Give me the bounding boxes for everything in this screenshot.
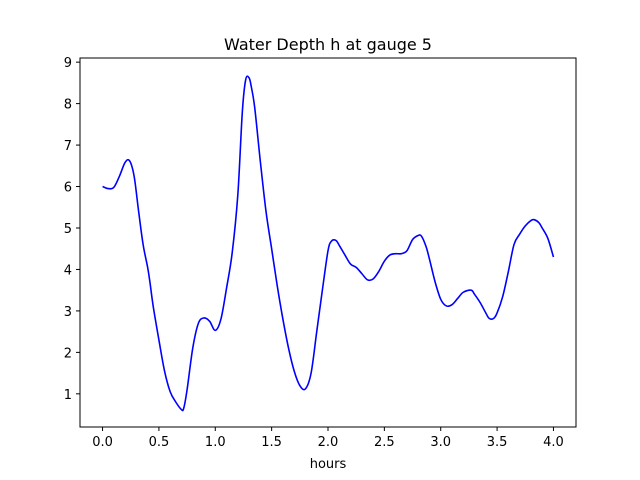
y-tick-label: 4: [64, 263, 72, 278]
x-tick-label: 0.5: [149, 435, 170, 450]
plot-area: [102, 75, 555, 412]
x-tick-label: 2.0: [318, 435, 339, 450]
x-tick-label: 2.5: [374, 435, 395, 450]
x-axis-ticks: 0.0 0.5 1.0 1.5 2.0 2.5 3.0 3.5 4.0: [92, 427, 564, 450]
x-tick-label: 3.5: [487, 435, 508, 450]
y-tick-label: 3: [64, 305, 72, 320]
x-tick-label: 3.0: [430, 435, 451, 450]
x-tick-label: 1.5: [261, 435, 282, 450]
x-tick-label: 1.0: [205, 435, 226, 450]
chart-title: Water Depth h at gauge 5: [224, 35, 432, 54]
y-tick-label: 2: [64, 346, 72, 361]
y-tick-label: 1: [64, 388, 72, 403]
series-line-0: [102, 75, 555, 412]
x-tick-label: 0.0: [92, 435, 113, 450]
axes-frame: [79, 57, 577, 428]
x-axis-label: hours: [310, 457, 347, 472]
y-tick-label: 9: [64, 56, 72, 71]
y-tick-label: 7: [64, 139, 72, 154]
y-tick-label: 8: [64, 98, 72, 113]
y-tick-label: 6: [64, 181, 72, 196]
x-tick-label: 4.0: [543, 435, 564, 450]
y-axis-ticks: 1 2 3 4 5 6 7 8 9: [64, 56, 80, 403]
y-tick-label: 5: [64, 222, 72, 237]
